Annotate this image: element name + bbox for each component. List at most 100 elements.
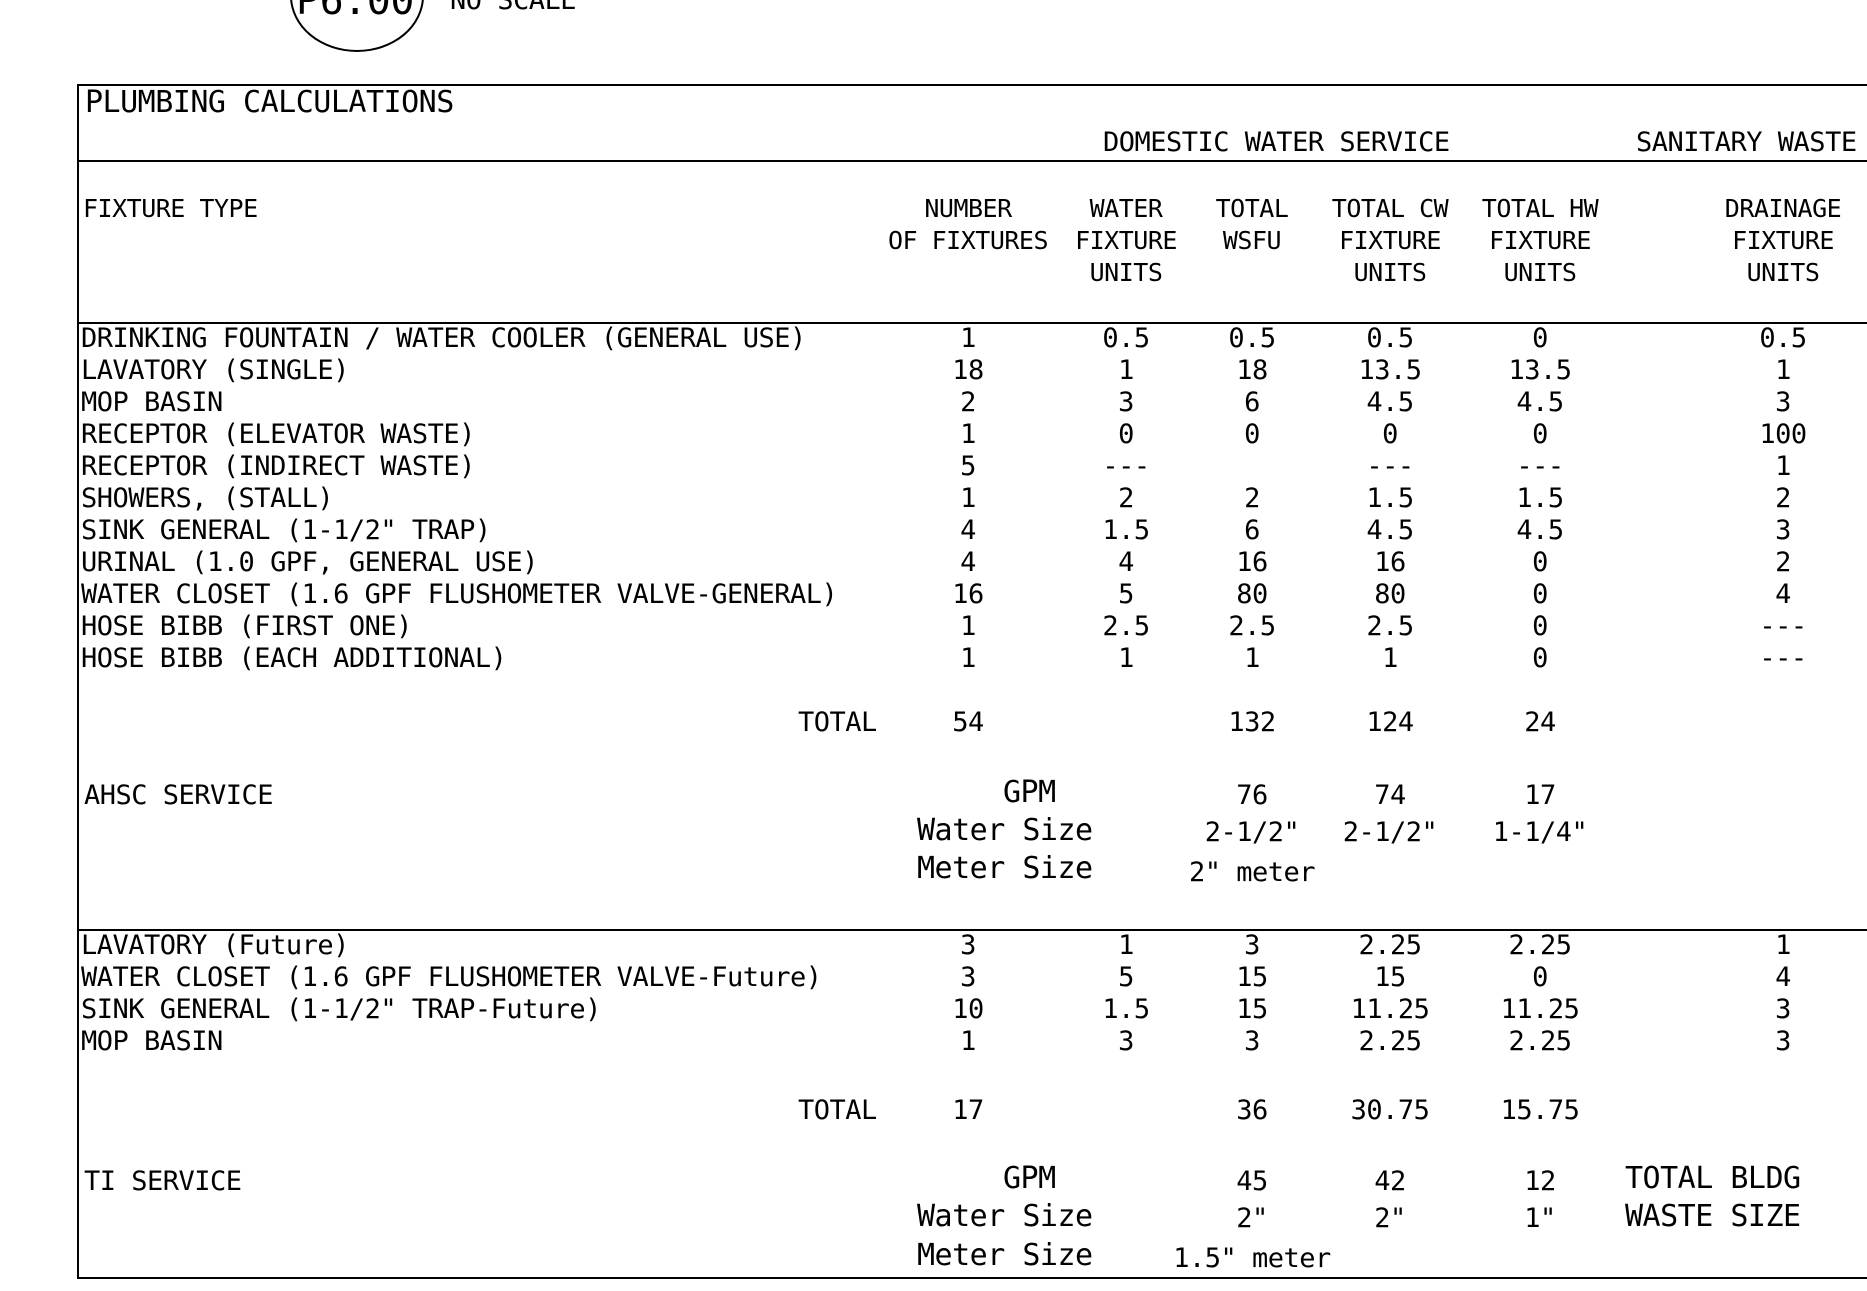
ahsc-water-size-wsfu: 2-1/2" — [1204, 817, 1300, 848]
detail-tag-scale: NO SCALE — [450, 0, 577, 16]
cell-total-hw: 0 — [1532, 962, 1548, 993]
drainage-fixture-units-header: DRAINAGE FIXTURE UNITS — [1724, 194, 1842, 287]
cell-fixtures: 1 — [960, 611, 976, 642]
ti-gpm-hw: 12 — [1524, 1166, 1556, 1197]
cell-fixture-type: MOP BASIN — [81, 387, 223, 418]
cell-fixture-type: WATER CLOSET (1.6 GPF FLUSHOMETER VALVE-… — [81, 579, 838, 610]
cell-fixtures: 1 — [960, 1026, 976, 1057]
cell-drainage-fixture-units: 1 — [1775, 451, 1791, 482]
cell-total-cw: 15 — [1374, 962, 1406, 993]
cell-total-cw: 2.5 — [1366, 611, 1414, 642]
cell-total-hw: 11.25 — [1500, 994, 1580, 1025]
cell-total-hw: 0 — [1532, 643, 1548, 674]
section1-total-wsfu: 132 — [1228, 707, 1276, 738]
cell-fixtures: 3 — [960, 962, 976, 993]
detail-tag-number: P6.00 — [296, 0, 414, 24]
cell-fixtures: 4 — [960, 547, 976, 578]
cell-drainage-fixture-units: --- — [1759, 643, 1807, 674]
section2-total-hw: 15.75 — [1500, 1095, 1580, 1126]
cell-total-hw: 4.5 — [1516, 387, 1564, 418]
table-title: PLUMBING CALCULATIONS — [85, 85, 454, 120]
cell-drainage-fixture-units: 3 — [1775, 515, 1791, 546]
cell-fixture-type: SINK GENERAL (1-1/2" TRAP) — [81, 515, 491, 546]
cell-drainage-fixture-units: 4 — [1775, 579, 1791, 610]
section1-total-hw: 24 — [1524, 707, 1556, 738]
table-left-border — [77, 84, 79, 1279]
cell-total-wsfu: 3 — [1244, 1026, 1260, 1057]
ahsc-gpm-hw: 17 — [1524, 780, 1556, 811]
cell-drainage-fixture-units: 3 — [1775, 387, 1791, 418]
waste-size-label: WASTE SIZE — [1625, 1199, 1801, 1234]
cell-fixtures: 1 — [960, 643, 976, 674]
ahsc-water-size-label: Water Size — [917, 813, 1093, 848]
section2-total-fixtures: 17 — [952, 1095, 984, 1126]
total-cw-header: TOTAL CW FIXTURE UNITS — [1331, 194, 1449, 287]
cell-total-hw: 13.5 — [1508, 355, 1572, 386]
section2-total-cw: 30.75 — [1350, 1095, 1430, 1126]
section2-total-label: TOTAL — [798, 1095, 877, 1126]
cell-total-wsfu: 0 — [1244, 419, 1260, 450]
ahsc-meter-size-value: 2" meter — [1188, 857, 1316, 888]
cell-water-fixture-units: --- — [1102, 451, 1150, 482]
cell-water-fixture-units: 0 — [1118, 419, 1134, 450]
cell-total-hw: 0 — [1532, 323, 1548, 354]
ahsc-gpm-cw: 74 — [1374, 780, 1406, 811]
ti-water-size-cw: 2" — [1374, 1203, 1406, 1234]
cell-total-hw: 2.25 — [1508, 930, 1572, 961]
cell-drainage-fixture-units: 3 — [1775, 1026, 1791, 1057]
ti-water-size-hw: 1" — [1524, 1203, 1556, 1234]
cell-fixture-type: SINK GENERAL (1-1/2" TRAP-Future) — [81, 994, 601, 1025]
ti-meter-size-label: Meter Size — [917, 1238, 1093, 1273]
domestic-water-header: DOMESTIC WATER SERVICE — [1103, 127, 1450, 158]
cell-water-fixture-units: 1 — [1118, 930, 1134, 961]
cell-fixtures: 3 — [960, 930, 976, 961]
cell-water-fixture-units: 0.5 — [1102, 323, 1150, 354]
cell-total-hw: 1.5 — [1516, 483, 1564, 514]
cell-drainage-fixture-units: 100 — [1759, 419, 1807, 450]
cell-drainage-fixture-units: 2 — [1775, 483, 1791, 514]
table-bottom-border — [77, 1277, 1867, 1279]
cell-fixtures: 1 — [960, 483, 976, 514]
cell-drainage-fixture-units: 3 — [1775, 994, 1791, 1025]
cell-drainage-fixture-units: 2 — [1775, 547, 1791, 578]
ahsc-water-size-cw: 2-1/2" — [1342, 817, 1438, 848]
ahsc-gpm-label: GPM — [1003, 775, 1056, 810]
ahsc-service-label: AHSC SERVICE — [84, 780, 274, 811]
cell-total-wsfu: 15 — [1236, 962, 1268, 993]
cell-total-cw: 1.5 — [1366, 483, 1414, 514]
cell-total-cw: 0 — [1382, 419, 1398, 450]
cell-drainage-fixture-units: --- — [1759, 611, 1807, 642]
cell-water-fixture-units: 2.5 — [1102, 611, 1150, 642]
cell-water-fixture-units: 1.5 — [1102, 994, 1150, 1025]
cell-fixtures: 16 — [952, 579, 984, 610]
cell-total-cw: 16 — [1374, 547, 1406, 578]
sanitary-waste-header: SANITARY WASTE SE — [1636, 127, 1867, 158]
ti-water-size-label: Water Size — [917, 1199, 1093, 1234]
cell-fixtures: 18 — [952, 355, 984, 386]
cell-fixtures: 1 — [960, 323, 976, 354]
ahsc-gpm-wsfu: 76 — [1236, 780, 1268, 811]
cell-fixture-type: LAVATORY (SINGLE) — [81, 355, 349, 386]
cell-total-hw: 0 — [1532, 419, 1548, 450]
cell-fixture-type: DRINKING FOUNTAIN / WATER COOLER (GENERA… — [81, 323, 806, 354]
column-header-divider — [77, 322, 1867, 324]
fixture-type-header: FIXTURE TYPE — [83, 194, 258, 223]
cell-total-hw: 0 — [1532, 611, 1548, 642]
cell-water-fixture-units: 3 — [1118, 1026, 1134, 1057]
cell-total-cw: 4.5 — [1366, 387, 1414, 418]
cell-fixture-type: HOSE BIBB (FIRST ONE) — [81, 611, 412, 642]
total-hw-header: TOTAL HW FIXTURE UNITS — [1481, 194, 1599, 287]
cell-fixture-type: WATER CLOSET (1.6 GPF FLUSHOMETER VALVE-… — [81, 962, 822, 993]
cell-total-cw: 2.25 — [1358, 930, 1422, 961]
ahsc-meter-size-label: Meter Size — [917, 851, 1093, 886]
cell-total-cw: 0.5 — [1366, 323, 1414, 354]
total-wsfu-header: TOTAL WSFU — [1215, 194, 1289, 255]
cell-total-wsfu: 16 — [1236, 547, 1268, 578]
section1-total-label: TOTAL — [798, 707, 877, 738]
ti-service-label: TI SERVICE — [84, 1166, 242, 1197]
cell-water-fixture-units: 1 — [1118, 643, 1134, 674]
cell-water-fixture-units: 1 — [1118, 355, 1134, 386]
cell-total-cw: 11.25 — [1350, 994, 1430, 1025]
ti-water-size-wsfu: 2" — [1236, 1203, 1268, 1234]
cell-fixtures: 5 — [960, 451, 976, 482]
